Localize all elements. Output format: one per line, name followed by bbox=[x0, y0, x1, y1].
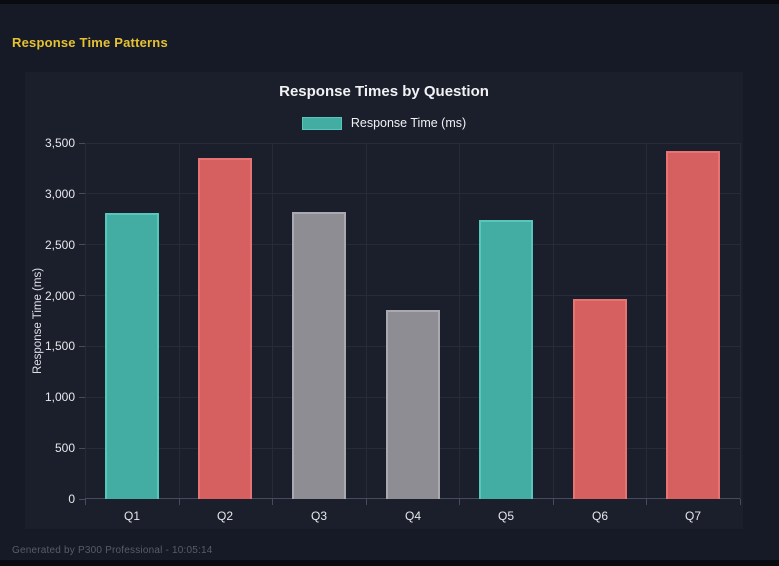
y-axis-tick bbox=[79, 244, 85, 246]
x-axis-tick bbox=[85, 499, 86, 505]
top-divider bbox=[0, 0, 779, 4]
gridline-vertical bbox=[553, 143, 554, 499]
chart-title: Response Times by Question bbox=[279, 83, 489, 100]
y-axis-tick bbox=[79, 295, 85, 297]
chart-panel: Response Times by Question Response Time… bbox=[25, 72, 743, 529]
x-tick-label: Q2 bbox=[216, 509, 233, 523]
bar-q1[interactable] bbox=[105, 213, 159, 499]
legend-swatch-icon bbox=[301, 116, 342, 130]
x-axis-tick bbox=[366, 499, 367, 505]
x-axis-tick bbox=[272, 499, 273, 505]
gridline-vertical bbox=[740, 143, 741, 499]
y-axis-title: Response Time (ms) bbox=[32, 267, 44, 375]
y-axis-tick bbox=[79, 142, 85, 144]
gridline-vertical bbox=[459, 143, 460, 499]
gridline-horizontal bbox=[85, 193, 740, 195]
footer-status-text: Generated by P300 Professional - 10:05:1… bbox=[12, 545, 213, 556]
y-tick-label: 500 bbox=[54, 441, 75, 456]
gridline-vertical bbox=[272, 143, 273, 499]
y-tick-label: 1,000 bbox=[44, 390, 75, 405]
x-axis-tick bbox=[740, 499, 741, 505]
bar-q7[interactable] bbox=[666, 151, 720, 499]
y-tick-label: 2,500 bbox=[44, 237, 75, 252]
gridline-vertical bbox=[85, 143, 86, 499]
x-axis-tick bbox=[179, 499, 180, 505]
bottom-divider bbox=[0, 560, 779, 566]
x-tick-label: Q4 bbox=[404, 509, 421, 523]
bar-q6[interactable] bbox=[573, 299, 627, 499]
gridline-horizontal bbox=[85, 244, 740, 246]
y-axis-tick bbox=[79, 396, 85, 398]
y-tick-label: 3,000 bbox=[44, 186, 75, 201]
gridline-horizontal bbox=[85, 295, 740, 297]
page-title: Response Time Patterns bbox=[12, 35, 168, 50]
x-tick-label: Q6 bbox=[591, 509, 608, 523]
x-tick-label: Q1 bbox=[123, 509, 140, 523]
gridline-vertical bbox=[366, 143, 367, 499]
x-tick-label: Q3 bbox=[310, 509, 327, 523]
y-axis-tick bbox=[79, 193, 85, 195]
x-axis-tick bbox=[553, 499, 554, 505]
y-tick-label: 2,000 bbox=[44, 288, 75, 303]
gridline-horizontal bbox=[85, 142, 740, 144]
x-axis-tick bbox=[646, 499, 647, 505]
gridline-vertical bbox=[646, 143, 647, 499]
y-tick-label: 1,500 bbox=[44, 339, 75, 354]
bar-q4[interactable] bbox=[386, 310, 440, 499]
legend-label: Response Time (ms) bbox=[350, 116, 467, 130]
plot-area: 0 500 1,000 1,500 2,000 2,500 3,000 3,500 Q1 Q2 Q3… bbox=[45, 136, 741, 523]
y-tick-label: 3,500 bbox=[44, 136, 75, 150]
x-tick-label: Q5 bbox=[497, 509, 514, 523]
y-axis-tick bbox=[79, 447, 85, 449]
y-tick-label: 0 bbox=[68, 492, 75, 506]
y-axis-tick bbox=[79, 498, 85, 500]
y-axis-tick bbox=[79, 345, 85, 347]
bar-q3[interactable] bbox=[292, 212, 346, 499]
legend-item-response-time[interactable]: Response Time (ms) bbox=[25, 116, 743, 130]
bar-q2[interactable] bbox=[198, 158, 252, 499]
bar-q5[interactable] bbox=[479, 220, 533, 499]
x-tick-label: Q7 bbox=[684, 509, 701, 523]
x-axis-tick bbox=[459, 499, 460, 505]
gridline-vertical bbox=[179, 143, 180, 499]
